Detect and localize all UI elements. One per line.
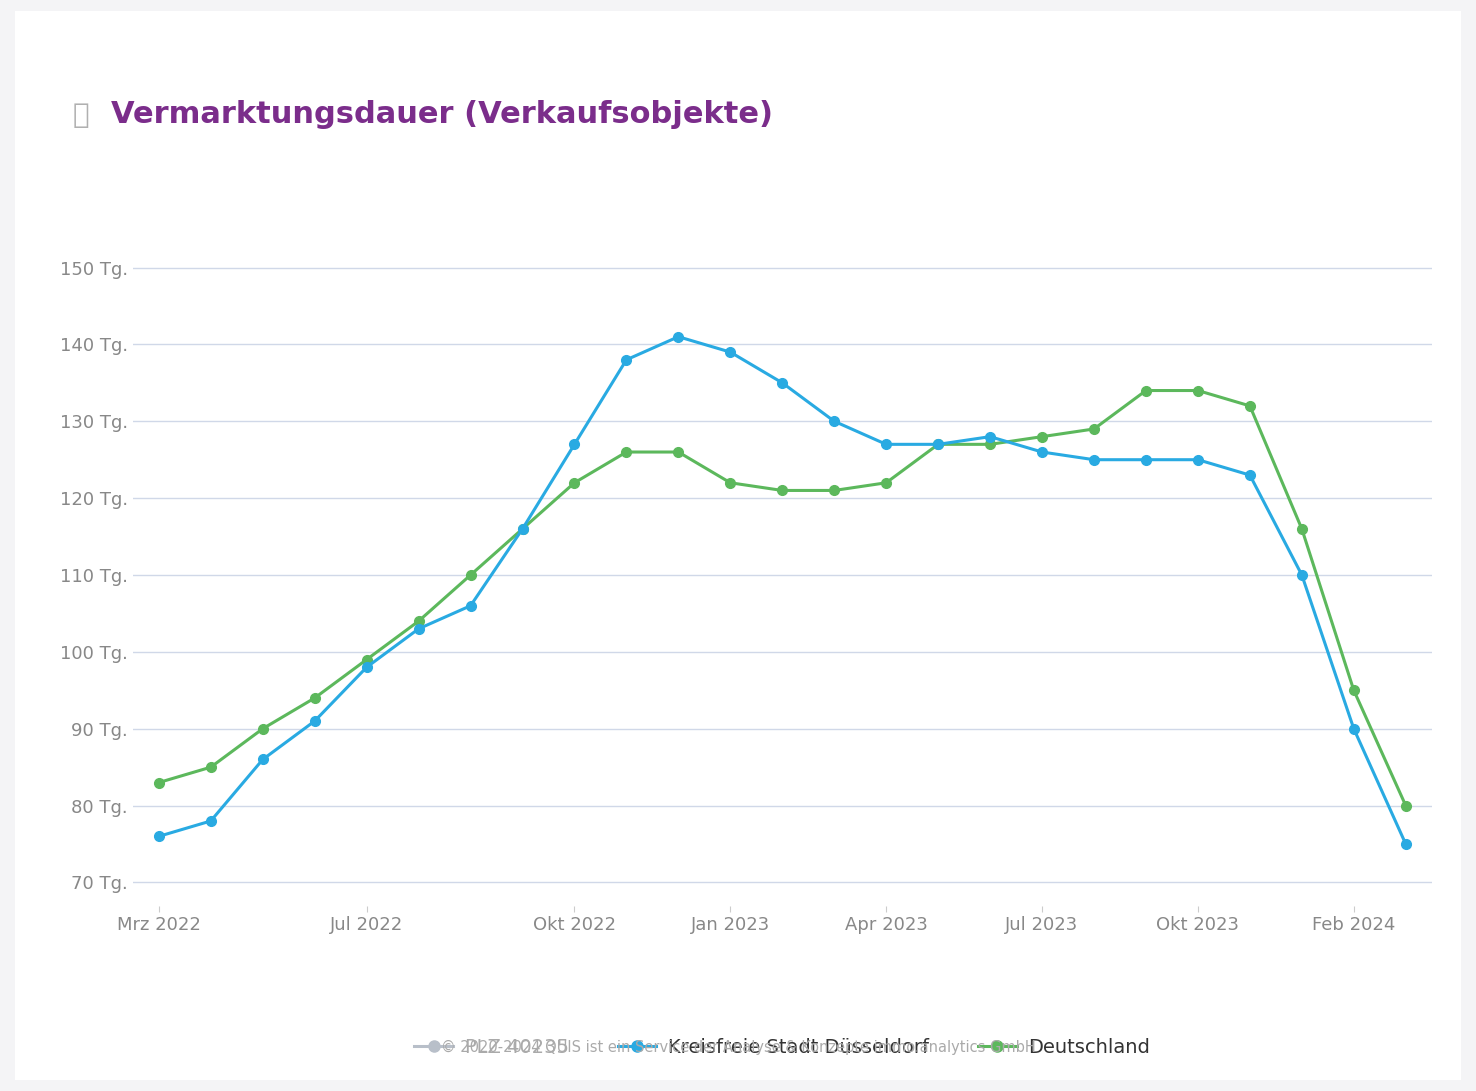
Text: © 2020-2024 QUIS ist ein Service der Analyse & Konzepte immo.analytics GmbH: © 2020-2024 QUIS ist ein Service der Ana…	[441, 1040, 1035, 1055]
Text: Vermarktungsdauer (Verkaufsobjekte): Vermarktungsdauer (Verkaufsobjekte)	[111, 100, 773, 129]
Text: 🔔: 🔔	[72, 100, 90, 129]
Legend: PLZ 40235, Kreisfreie Stadt Düsseldorf, Deutschland: PLZ 40235, Kreisfreie Stadt Düsseldorf, …	[406, 1030, 1159, 1065]
